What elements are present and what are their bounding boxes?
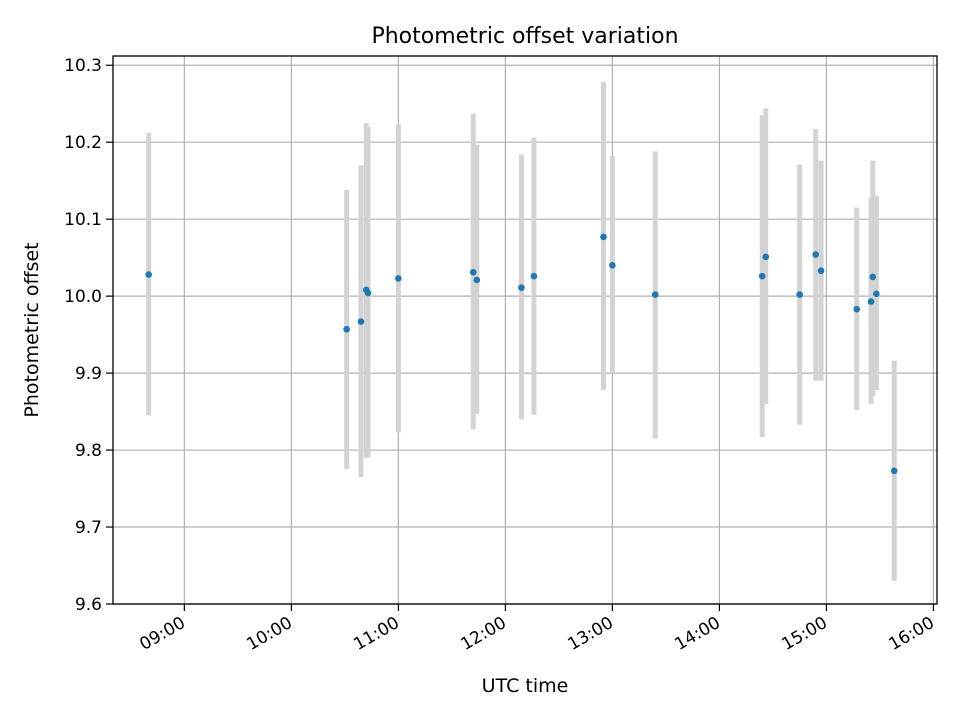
data-point bbox=[145, 271, 152, 278]
data-point bbox=[796, 291, 803, 298]
y-tick-label: 10.0 bbox=[64, 287, 102, 307]
data-point bbox=[890, 467, 898, 475]
y-tick-label: 9.8 bbox=[75, 441, 102, 461]
error-bars bbox=[146, 82, 897, 581]
data-point bbox=[395, 275, 402, 282]
data-point bbox=[530, 272, 538, 280]
y-tick-label: 9.9 bbox=[75, 364, 102, 384]
y-tick-label: 10.1 bbox=[64, 210, 102, 230]
x-axis-label: UTC time bbox=[482, 675, 569, 697]
data-point bbox=[518, 284, 525, 291]
y-axis-ticks: 9.6 9.7 9.8 9.9 10.0 10.1 10.2 10.3 bbox=[64, 56, 113, 615]
x-tick-label: 15:00 bbox=[778, 613, 830, 655]
data-point bbox=[853, 305, 861, 313]
x-tick-label: 16:00 bbox=[885, 613, 937, 655]
data-point bbox=[869, 273, 877, 281]
y-tick-label: 9.6 bbox=[75, 595, 102, 615]
x-tick-label: 11:00 bbox=[350, 613, 402, 655]
data-point bbox=[817, 267, 825, 275]
data-point bbox=[364, 289, 372, 297]
data-point bbox=[873, 290, 880, 298]
data-point bbox=[758, 272, 766, 280]
data-point bbox=[762, 253, 770, 261]
x-tick-label: 09:00 bbox=[136, 613, 188, 655]
y-axis-label: Photometric offset bbox=[21, 242, 43, 417]
data-point bbox=[609, 262, 616, 269]
data-point bbox=[469, 268, 477, 276]
x-axis-ticks: 09:00 10:00 11:00 12:00 13:00 14:00 15:00 16:00 bbox=[136, 604, 938, 655]
y-tick-label: 10.3 bbox=[64, 56, 102, 76]
data-point bbox=[343, 325, 350, 333]
y-tick-label: 10.2 bbox=[64, 133, 102, 153]
data-point bbox=[812, 251, 820, 258]
data-point bbox=[651, 291, 659, 298]
data-point bbox=[600, 233, 607, 241]
data-points bbox=[145, 233, 898, 475]
x-tick-label: 10:00 bbox=[243, 613, 295, 655]
plot-frame bbox=[112, 55, 938, 605]
x-tick-label: 12:00 bbox=[457, 613, 509, 655]
data-point bbox=[473, 276, 481, 284]
x-tick-label: 14:00 bbox=[671, 613, 723, 655]
data-point bbox=[357, 318, 365, 325]
chart-title: Photometric offset variation bbox=[371, 24, 678, 49]
x-tick-label: 13:00 bbox=[564, 613, 616, 655]
y-tick-label: 9.7 bbox=[75, 518, 102, 538]
data-point bbox=[867, 298, 875, 305]
